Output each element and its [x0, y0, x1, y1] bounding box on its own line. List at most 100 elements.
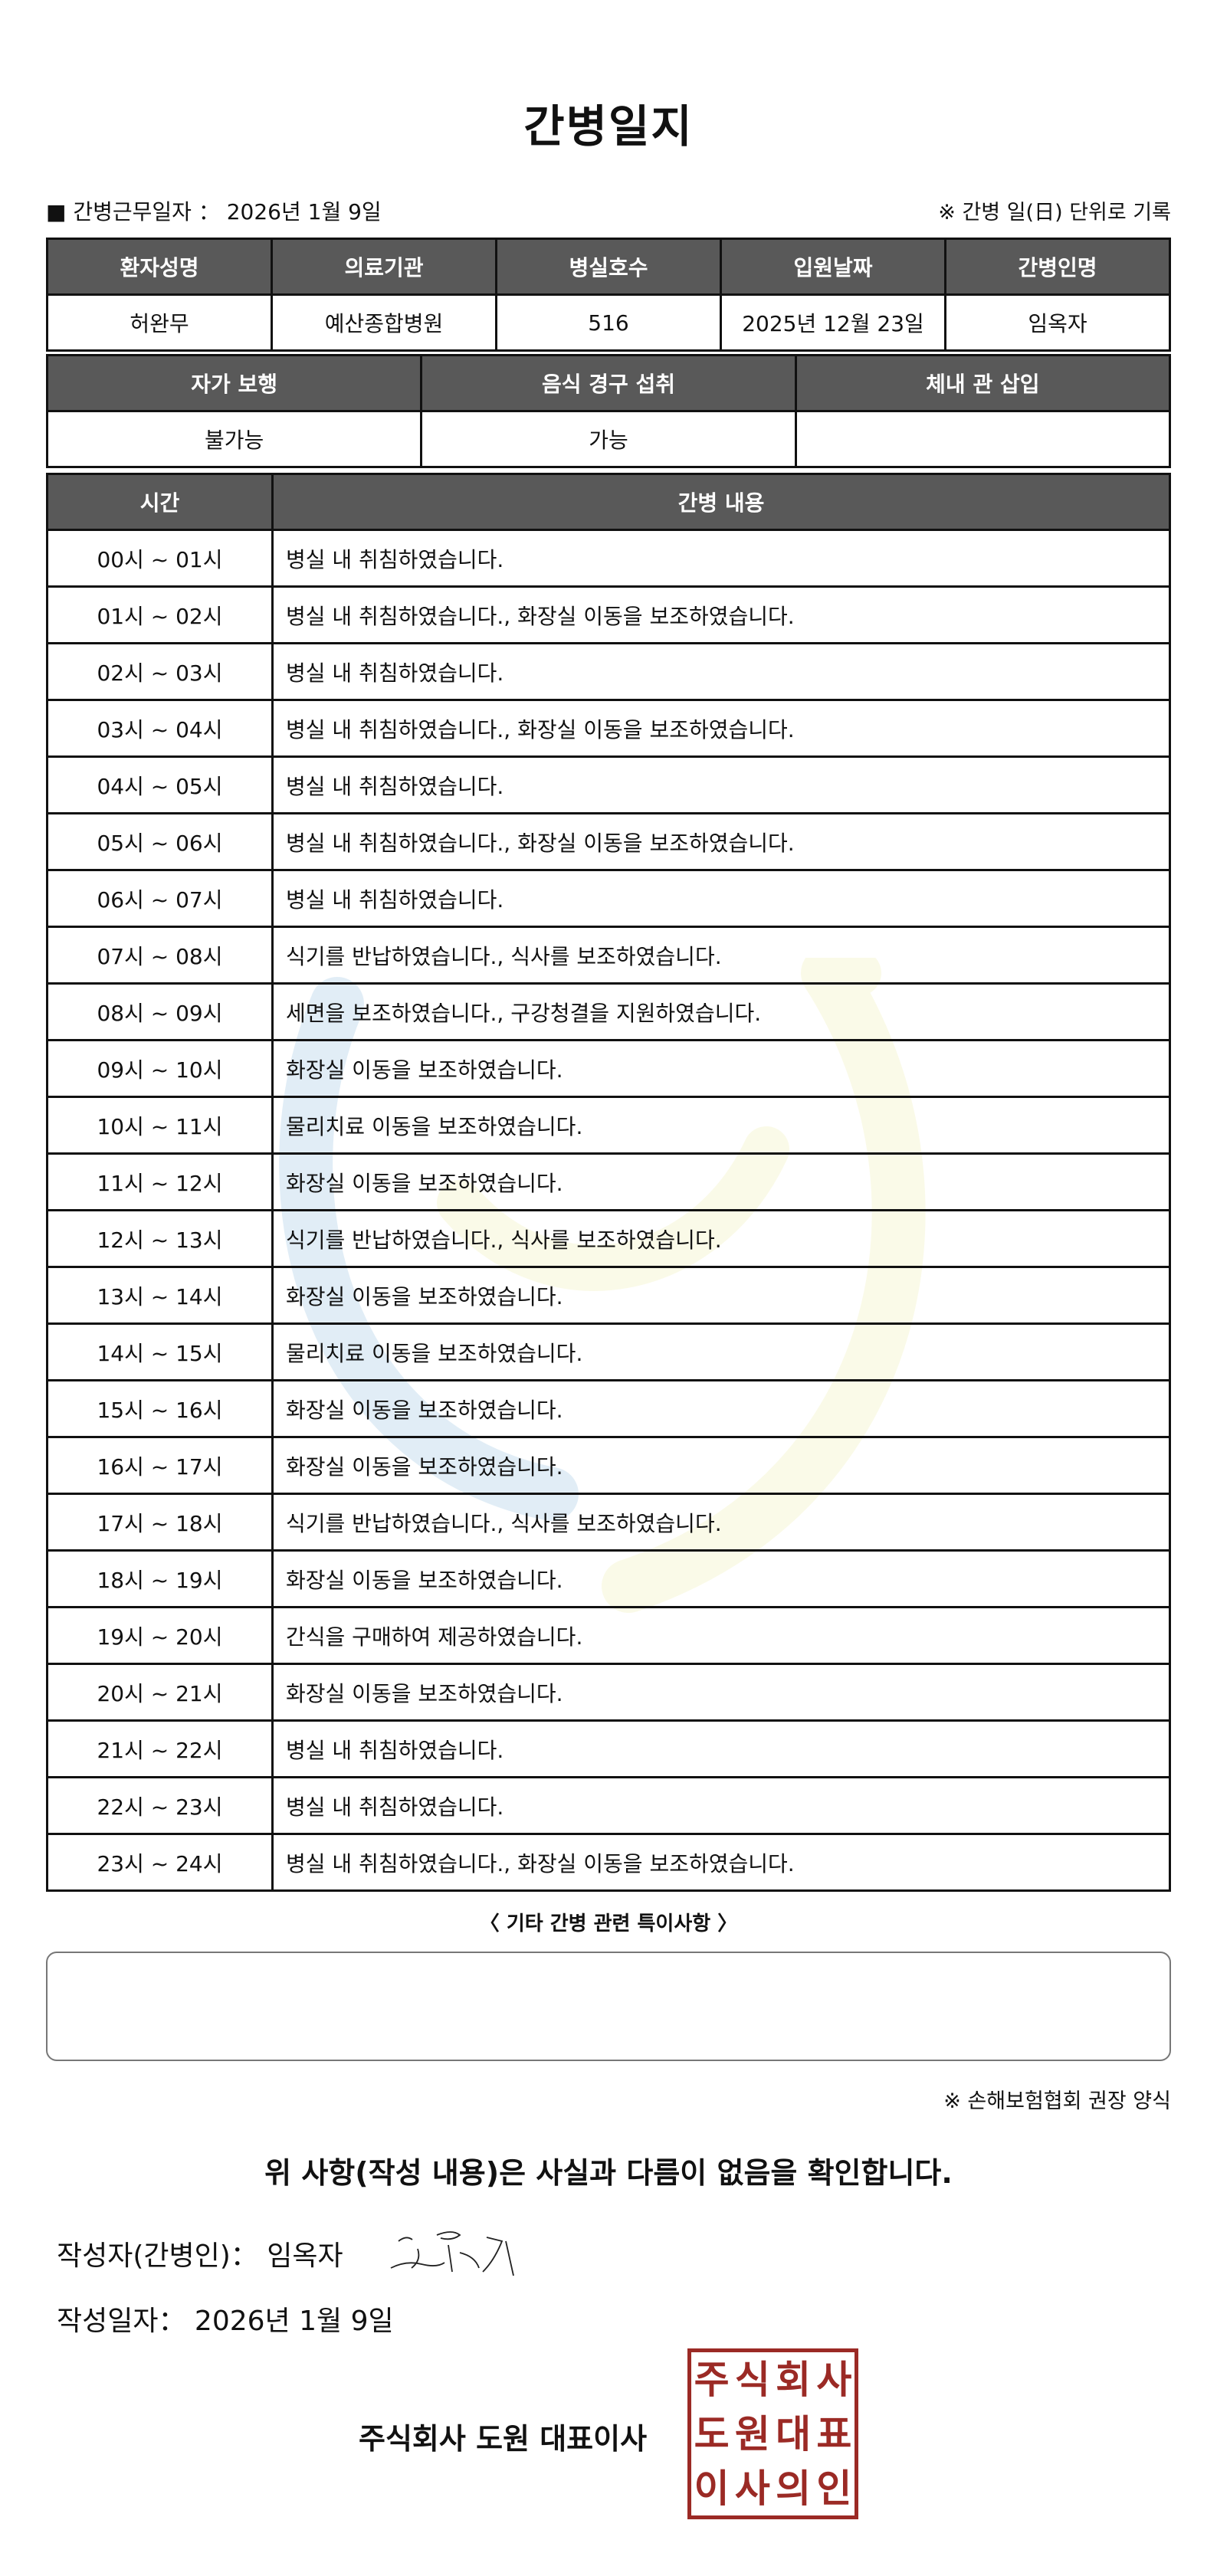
admission-date: 2025년 12월 23일: [720, 293, 946, 352]
time-slot: 14시 ~ 15시: [46, 1322, 274, 1381]
care-log-row: 04시 ~ 05시 병실 내 취침하였습니다.: [46, 755, 1171, 814]
care-content: 병실 내 취침하였습니다.: [271, 529, 1171, 588]
record-note: ※ 간병 일(日) 단위로 기록: [938, 201, 1171, 224]
care-log-row: 16시 ~ 17시 화장실 이동을 보조하였습니다.: [46, 1436, 1171, 1495]
walking-value: 불가능: [45, 410, 423, 468]
care-content: 병실 내 취침하였습니다., 화장실 이동을 보조하였습니다.: [271, 585, 1171, 644]
seal-character: 도: [694, 2411, 730, 2456]
care-log-row: 17시 ~ 18시 식기를 반납하였습니다., 식사를 보조하였습니다.: [46, 1493, 1171, 1552]
time-slot: 01시 ~ 02시: [46, 585, 274, 644]
header-tube: 체내 관 삽입: [794, 354, 1172, 412]
care-content: 병실 내 취침하였습니다.: [271, 642, 1171, 701]
care-log-row: 19시 ~ 20시 간식을 구매하여 제공하였습니다.: [46, 1606, 1171, 1665]
care-log-row: 13시 ~ 14시 화장실 이동을 보조하였습니다.: [46, 1266, 1171, 1325]
time-slot: 20시 ~ 21시: [46, 1663, 274, 1722]
work-date: ■ 간병근무일자 ： 2026년 1월 9일: [46, 199, 382, 224]
care-content: 병실 내 취침하였습니다., 화장실 이동을 보조하였습니다.: [271, 812, 1171, 871]
patient-info-table: 환자성명 의료기관 병실호수 입원날짜 간병인명 허완무 예산종합병원 516 2025년 1…: [46, 238, 1171, 352]
time-slot: 05시 ~ 06시: [46, 812, 274, 871]
patient-name: 허완무: [46, 293, 273, 352]
seal-character: 회: [776, 2357, 812, 2402]
page-title: 간병일지: [523, 100, 694, 152]
care-log-row: 01시 ~ 02시 병실 내 취침하였습니다., 화장실 이동을 보조하였습니다.: [46, 585, 1171, 644]
time-slot: 12시 ~ 13시: [46, 1209, 274, 1268]
care-content: 병실 내 취침하였습니다., 화장실 이동을 보조하였습니다.: [271, 699, 1171, 758]
form-note: ※ 손해보험협회 권장 양식: [943, 2089, 1171, 2113]
care-content: 화장실 이동을 보조하였습니다.: [271, 1549, 1171, 1608]
time-slot: 17시 ~ 18시: [46, 1493, 274, 1552]
header-caregiver: 간병인명: [944, 238, 1171, 296]
header-care-content: 간병 내용: [271, 473, 1171, 531]
time-slot: 03시 ~ 04시: [46, 699, 274, 758]
care-content: 세면을 보조하였습니다., 구강청결을 지원하였습니다.: [271, 982, 1171, 1041]
time-slot: 15시 ~ 16시: [46, 1379, 274, 1438]
seal-character: 주: [694, 2357, 730, 2402]
time-slot: 22시 ~ 23시: [46, 1776, 274, 1835]
care-content: 화장실 이동을 보조하였습니다.: [271, 1663, 1171, 1722]
caregiver-name: 임옥자: [944, 293, 1171, 352]
seal-character: 의: [776, 2466, 812, 2511]
care-content: 병실 내 취침하였습니다.: [271, 755, 1171, 814]
writer-line: 작성자(간병인)： 임옥자: [57, 2240, 343, 2272]
time-slot: 18시 ~ 19시: [46, 1549, 274, 1608]
care-content: 화장실 이동을 보조하였습니다.: [271, 1379, 1171, 1438]
signature-image: [390, 2231, 514, 2276]
care-content: 물리치료 이동을 보조하였습니다.: [271, 1096, 1171, 1155]
time-slot: 23시 ~ 24시: [46, 1833, 274, 1892]
care-log-row: 20시 ~ 21시 화장실 이동을 보조하였습니다.: [46, 1663, 1171, 1722]
time-slot: 09시 ~ 10시: [46, 1039, 274, 1098]
seal-character: 식: [734, 2357, 770, 2402]
care-content: 식기를 반납하였습니다., 식사를 보조하였습니다.: [271, 926, 1171, 985]
time-slot: 21시 ~ 22시: [46, 1719, 274, 1778]
care-content: 병실 내 취침하였습니다.: [271, 869, 1171, 928]
care-log-row: 09시 ~ 10시 화장실 이동을 보조하였습니다.: [46, 1039, 1171, 1098]
header-patient-name: 환자성명: [46, 238, 273, 296]
care-content: 화장실 이동을 보조하였습니다.: [271, 1266, 1171, 1325]
company-representative: 주식회사 도원 대표이사: [359, 2422, 648, 2456]
time-slot: 07시 ~ 08시: [46, 926, 274, 985]
seal-character: 이: [694, 2466, 730, 2511]
header-room: 병실호수: [495, 238, 722, 296]
care-log-row: 05시 ~ 06시 병실 내 취침하였습니다., 화장실 이동을 보조하였습니다.: [46, 812, 1171, 871]
seal-character: 인: [816, 2466, 852, 2511]
seal-character: 표: [816, 2411, 852, 2456]
care-content: 물리치료 이동을 보조하였습니다.: [271, 1322, 1171, 1381]
care-log-row: 21시 ~ 22시 병실 내 취침하였습니다.: [46, 1719, 1171, 1778]
tube-value: [794, 410, 1172, 468]
time-slot: 19시 ~ 20시: [46, 1606, 274, 1665]
care-content: 화장실 이동을 보조하였습니다.: [271, 1436, 1171, 1495]
care-log-row: 06시 ~ 07시 병실 내 취침하였습니다.: [46, 869, 1171, 928]
time-slot: 06시 ~ 07시: [46, 869, 274, 928]
room-number: 516: [495, 293, 722, 352]
care-log-row: 02시 ~ 03시 병실 내 취침하였습니다.: [46, 642, 1171, 701]
header-oral-intake: 음식 경구 섭취: [420, 354, 797, 412]
time-slot: 10시 ~ 11시: [46, 1096, 274, 1155]
patient-status-table: 자가 보행 음식 경구 섭취 체내 관 삽입 불가능 가능: [45, 354, 1172, 468]
header-walking: 자가 보행: [45, 354, 423, 412]
time-slot: 04시 ~ 05시: [46, 755, 274, 814]
care-content: 병실 내 취침하였습니다.: [271, 1776, 1171, 1835]
seal-character: 대: [776, 2411, 812, 2456]
care-content: 화장실 이동을 보조하였습니다.: [271, 1039, 1171, 1098]
confirmation-statement: 위 사항(작성 내용)은 사실과 다름이 없음을 확인합니다.: [264, 2156, 953, 2190]
care-log-row: 10시 ~ 11시 물리치료 이동을 보조하였습니다.: [46, 1096, 1171, 1155]
care-content: 식기를 반납하였습니다., 식사를 보조하였습니다.: [271, 1493, 1171, 1552]
care-log-row: 11시 ~ 12시 화장실 이동을 보조하였습니다.: [46, 1152, 1171, 1211]
notes-box: [46, 1952, 1171, 2061]
care-log-table: 시간 간병 내용 00시 ~ 01시 병실 내 취침하였습니다. 01시 ~ 02시 병…: [46, 473, 1171, 1892]
institution: 예산종합병원: [271, 293, 497, 352]
time-slot: 00시 ~ 01시: [46, 529, 274, 588]
time-slot: 02시 ~ 03시: [46, 642, 274, 701]
care-log-row: 14시 ~ 15시 물리치료 이동을 보조하였습니다.: [46, 1322, 1171, 1381]
time-slot: 08시 ~ 09시: [46, 982, 274, 1041]
header-admission-date: 입원날짜: [720, 238, 946, 296]
care-log-row: 15시 ~ 16시 화장실 이동을 보조하였습니다.: [46, 1379, 1171, 1438]
header-time: 시간: [46, 473, 274, 531]
care-log-row: 08시 ~ 09시 세면을 보조하였습니다., 구강청결을 지원하였습니다.: [46, 982, 1171, 1041]
care-content: 화장실 이동을 보조하였습니다.: [271, 1152, 1171, 1211]
care-log-row: 12시 ~ 13시 식기를 반납하였습니다., 식사를 보조하였습니다.: [46, 1209, 1171, 1268]
care-log-row: 00시 ~ 01시 병실 내 취침하였습니다.: [46, 529, 1171, 588]
seal-character: 원: [734, 2411, 770, 2456]
header-institution: 의료기관: [271, 238, 497, 296]
time-slot: 11시 ~ 12시: [46, 1152, 274, 1211]
